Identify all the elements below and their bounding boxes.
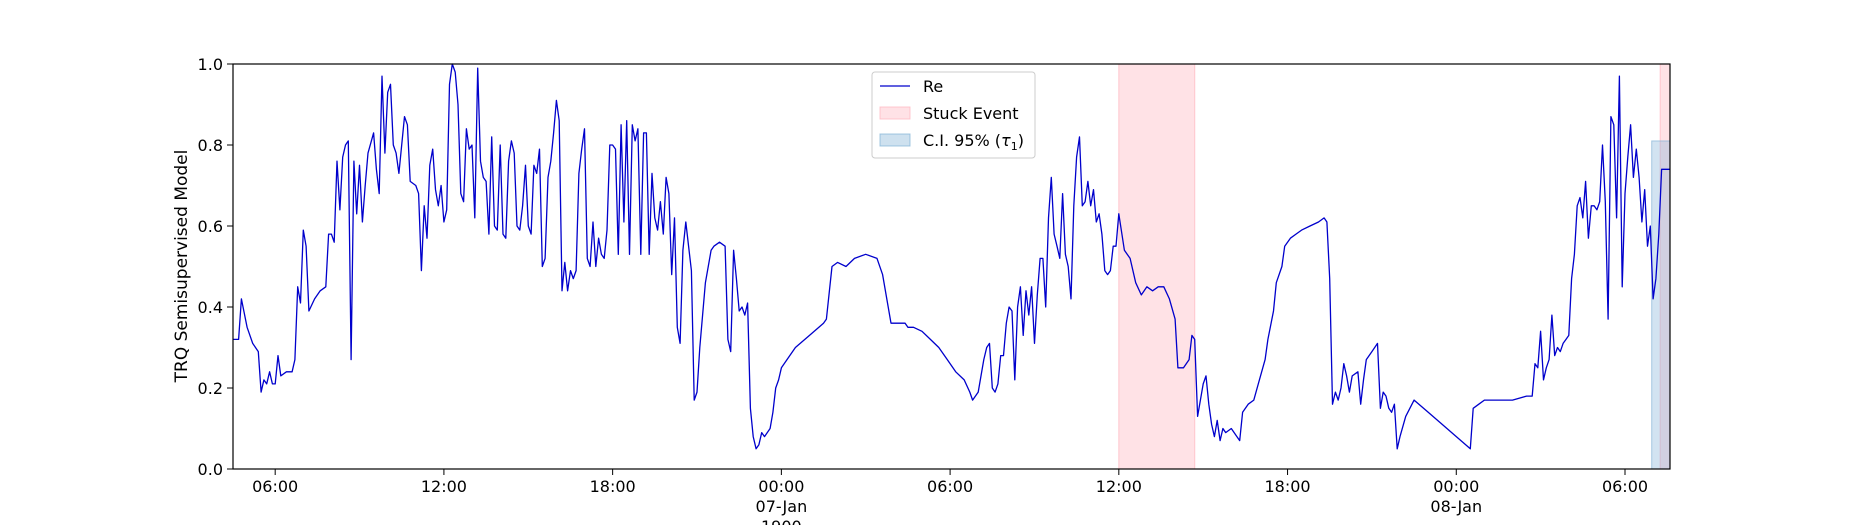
plot-frame bbox=[232, 63, 1671, 470]
legend: Re Stuck Event C.I. 95% (τ1) bbox=[871, 71, 1036, 159]
legend-label-3: C.I. 95% (τ1) bbox=[923, 131, 1024, 153]
series-line-1 bbox=[233, 63, 1670, 450]
shaded-region-1 bbox=[1118, 63, 1196, 470]
y-tick-label-4: 0.8 bbox=[198, 136, 223, 155]
x-tick-label-3: 00:00 bbox=[758, 477, 804, 496]
y-axis-title: TRQ Semisupervised Model bbox=[172, 150, 192, 384]
x-tick-label-6: 18:00 bbox=[1264, 477, 1310, 496]
x-tick-label-2: 18:00 bbox=[590, 477, 636, 496]
y-tick-label-2: 0.4 bbox=[198, 298, 223, 317]
x-axis: 06:0012:0018:0000:0007-Jan190006:0012:00… bbox=[252, 469, 1648, 525]
legend-label-1: Re bbox=[923, 77, 943, 96]
y-tick-label-0: 0.0 bbox=[198, 460, 223, 479]
x-tick-label-4: 06:00 bbox=[927, 477, 973, 496]
legend-swatch-3 bbox=[879, 133, 911, 147]
x-tick-label-0: 06:00 bbox=[252, 477, 298, 496]
series-layer bbox=[233, 63, 1670, 450]
y-tick-label-1: 0.2 bbox=[198, 379, 223, 398]
y-axis: 0.0 0.2 0.4 0.6 0.8 1.0 bbox=[198, 55, 233, 479]
legend-math-suffix: ) bbox=[1018, 131, 1024, 150]
legend-math-symbol: τ bbox=[1001, 131, 1011, 150]
x-tick-label-8: 06:00 bbox=[1602, 477, 1648, 496]
y-tick-label-3: 0.6 bbox=[198, 217, 223, 236]
legend-label-2: Stuck Event bbox=[923, 104, 1019, 123]
legend-box bbox=[871, 71, 1036, 159]
y-tick-label-5: 1.0 bbox=[198, 55, 223, 74]
x-tick-label-1: 12:00 bbox=[421, 477, 467, 496]
x-tick-year-3: 1900 bbox=[761, 517, 802, 525]
x-tick-date-3: 07-Jan bbox=[756, 497, 808, 516]
legend-swatch-2 bbox=[879, 106, 911, 120]
x-tick-label-5: 12:00 bbox=[1096, 477, 1142, 496]
x-tick-date-7: 08-Jan bbox=[1430, 497, 1482, 516]
legend-math-subscript: 1 bbox=[1011, 140, 1018, 153]
x-tick-label-7: 00:00 bbox=[1433, 477, 1479, 496]
